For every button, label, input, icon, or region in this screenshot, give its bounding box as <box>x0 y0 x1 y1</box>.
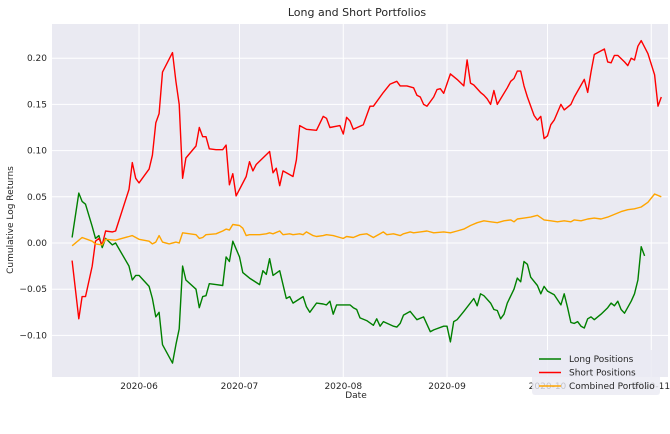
x-tick-label: 2020-07 <box>221 382 259 392</box>
y-axis-label: Cumulative Log Returns <box>6 166 16 274</box>
legend-label: Short Positions <box>569 369 636 379</box>
x-axis-label: Date <box>345 391 367 401</box>
x-tick-label: 2020-06 <box>120 382 158 392</box>
y-tick-label: 0.10 <box>27 147 47 157</box>
legend-label: Long Positions <box>569 355 634 365</box>
x-tick-label: 2020-08 <box>324 382 362 392</box>
legend: Long Positions Short Positions Combined Po… <box>532 350 660 395</box>
y-tick-label: 0.05 <box>27 193 47 203</box>
plot-area <box>52 24 668 377</box>
y-axis-ticks: −0.10 −0.05 0.00 0.05 0.10 0.15 0.20 <box>19 54 47 341</box>
series-line-combined-portfolio <box>71 193 662 247</box>
y-tick-label: −0.10 <box>19 331 47 341</box>
grid <box>52 24 668 377</box>
series-line-short-positions <box>71 39 662 320</box>
y-tick-label: −0.05 <box>19 285 47 295</box>
legend-box <box>532 350 660 395</box>
y-tick-label: 0.20 <box>27 54 47 64</box>
chart-title: Long and Short Portfolios <box>288 6 427 19</box>
y-tick-label: 0.00 <box>27 239 47 249</box>
legend-label: Combined Portfolio <box>569 382 655 392</box>
series-lines <box>71 39 662 364</box>
x-tick-label: 2020-09 <box>428 382 466 392</box>
series-line-long-positions <box>71 192 646 364</box>
y-tick-label: 0.15 <box>27 100 47 110</box>
